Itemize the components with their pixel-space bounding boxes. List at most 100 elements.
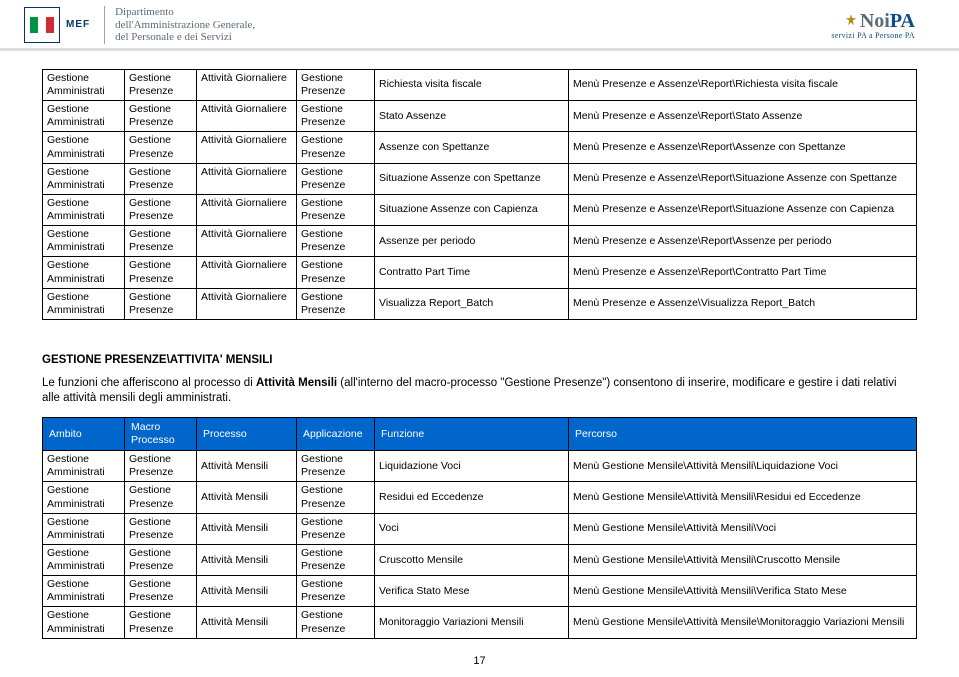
table-cell: Attività Giornaliere xyxy=(197,69,297,100)
table-cell: Attività Mensili xyxy=(197,451,297,482)
table-cell: Gestione Presenze xyxy=(125,513,197,544)
table-cell: Gestione Presenze xyxy=(297,132,375,163)
th-percorso: Percorso xyxy=(569,417,917,450)
table-cell: Gestione Presenze xyxy=(297,544,375,575)
table-row: Gestione Amministrati Gestione PresenzeAt… xyxy=(43,132,917,163)
department-text: Dipartimento dell'Amministrazione Genera… xyxy=(104,6,255,44)
table-cell: Liquidazione Voci xyxy=(375,451,569,482)
table-cell: Menù Presenze e Assenze\Report\Stato Ass… xyxy=(569,101,917,132)
table-row: Gestione AmministratiGestione PresenzeAt… xyxy=(43,451,917,482)
table-row: Gestione AmministratiGestione PresenzeAt… xyxy=(43,101,917,132)
table-cell: Menù Presenze e Assenze\Report\Assenze p… xyxy=(569,226,917,257)
table-cell: Assenze per periodo xyxy=(375,226,569,257)
table-cell: Attività Giornaliere xyxy=(197,101,297,132)
table-cell: Gestione Presenze xyxy=(125,226,197,257)
table-cell: Gestione Presenze xyxy=(125,194,197,225)
table-cell: Gestione Amministrati xyxy=(43,69,125,100)
table-cell: Voci xyxy=(375,513,569,544)
table-cell: Attività Giornaliere xyxy=(197,226,297,257)
section-title: GESTIONE PRESENZE\ATTIVITA' MENSILI xyxy=(42,354,917,366)
noipa-star-icon xyxy=(844,10,858,24)
table-cell: Monitoraggio Variazioni Mensili xyxy=(375,607,569,638)
table-cell: Contratto Part Time xyxy=(375,257,569,288)
table-cell: Menù Gestione Mensile\Attività Mensili\V… xyxy=(569,513,917,544)
table-cell: Menù Presenze e Assenze\Visualizza Repor… xyxy=(569,288,917,319)
table-cell: Verifica Stato Mese xyxy=(375,576,569,607)
table-cell: Menù Gestione Mensile\Attività Mensile\M… xyxy=(569,607,917,638)
table-cell: Residui ed Eccedenze xyxy=(375,482,569,513)
table-cell: Attività Giornaliere xyxy=(197,288,297,319)
noipa-subtitle: servizi PA a Persone PA xyxy=(831,31,915,40)
table-cell: Assenze con Spettanze xyxy=(375,132,569,163)
table-cell: Gestione Amministrati xyxy=(43,101,125,132)
table-cell: Situazione Assenze con Spettanze xyxy=(375,163,569,194)
table-cell: Menù Presenze e Assenze\Report\Assenze c… xyxy=(569,132,917,163)
desc-bold: Attività Mensili xyxy=(256,377,337,389)
table-cell: Gestione Presenze xyxy=(125,544,197,575)
table-cell: Gestione Amministrati xyxy=(43,607,125,638)
table-cell: Gestione Amministrati xyxy=(43,194,125,225)
table-row: Gestione AmministratiGestione PresenzeAt… xyxy=(43,576,917,607)
table-cell: Attività Mensili xyxy=(197,576,297,607)
table-cell: Menù Gestione Mensile\Attività Mensili\V… xyxy=(569,576,917,607)
page-header: MEF Dipartimento dell'Amministrazione Ge… xyxy=(0,0,959,51)
table-cell: Gestione Presenze xyxy=(297,69,375,100)
table-cell: Menù Presenze e Assenze\Report\Richiesta… xyxy=(569,69,917,100)
table-cell: Gestione Presenze xyxy=(297,101,375,132)
table-cell: Situazione Assenze con Capienza xyxy=(375,194,569,225)
table-cell: Stato Assenze xyxy=(375,101,569,132)
noipa-title: NoiPA xyxy=(831,10,915,33)
table-cell: Gestione Amministrati xyxy=(43,544,125,575)
table-cell: Gestione Presenze xyxy=(125,576,197,607)
table-cell: Attività Mensili xyxy=(197,513,297,544)
table-header-row: Ambito Macro Processo Processo Applicazi… xyxy=(43,417,917,450)
th-processo: Processo xyxy=(197,417,297,450)
table-cell: Gestione Presenze xyxy=(297,576,375,607)
table-cell: Gestione Amministrati xyxy=(43,132,125,163)
page-number: 17 xyxy=(42,655,917,677)
table-cell: Gestione Amministrati xyxy=(43,451,125,482)
table-cell: Gestione Presenze xyxy=(297,288,375,319)
th-macro: Macro Processo xyxy=(125,417,197,450)
noipa-logo: NoiPA servizi PA a Persone PA xyxy=(831,10,935,40)
table-cell: Gestione Presenze xyxy=(297,257,375,288)
table-row: Gestione AmministratiGestione PresenzeAt… xyxy=(43,288,917,319)
table-row: Gestione Amministrati Gestione PresenzeAt… xyxy=(43,257,917,288)
table-cell: Gestione Presenze xyxy=(125,101,197,132)
table-row: Gestione AmministratiGestione PresenzeAt… xyxy=(43,194,917,225)
table-cell: Gestione Presenze xyxy=(125,451,197,482)
table-cell: Menù Gestione Mensile\Attività Mensili\R… xyxy=(569,482,917,513)
mef-logo: MEF xyxy=(24,7,90,43)
table-cell: Menù Gestione Mensile\Attività Mensili\C… xyxy=(569,544,917,575)
table-cell: Visualizza Report_Batch xyxy=(375,288,569,319)
table-cell: Gestione Amministrati xyxy=(43,288,125,319)
table-row: Gestione Amministrati Gestione PresenzeAt… xyxy=(43,69,917,100)
table-cell: Attività Giornaliere xyxy=(197,132,297,163)
table-row: Gestione AmministratiGestione PresenzeAt… xyxy=(43,226,917,257)
mef-flag-icon xyxy=(24,7,60,43)
table-cell: Attività Mensili xyxy=(197,607,297,638)
table-cell: Gestione Presenze xyxy=(297,226,375,257)
table-cell: Gestione Presenze xyxy=(125,288,197,319)
table-cell: Menù Presenze e Assenze\Report\Situazion… xyxy=(569,194,917,225)
table-row: Gestione AmministratiGestione PresenzeAt… xyxy=(43,544,917,575)
table-cell: Attività Mensili xyxy=(197,544,297,575)
table-cell: Attività Giornaliere xyxy=(197,257,297,288)
table-cell: Gestione Amministrati xyxy=(43,257,125,288)
table-cell: Menù Presenze e Assenze\Report\Contratto… xyxy=(569,257,917,288)
noipa-prefix: Noi xyxy=(860,10,890,32)
th-funzione: Funzione xyxy=(375,417,569,450)
table-cell: Gestione Amministrati xyxy=(43,576,125,607)
th-ambito: Ambito xyxy=(43,417,125,450)
table-cell: Gestione Presenze xyxy=(297,163,375,194)
dept-line3: del Personale e dei Servizi xyxy=(115,31,255,44)
table-cell: Gestione Presenze xyxy=(125,163,197,194)
table-cell: Gestione Presenze xyxy=(297,194,375,225)
dept-line1: Dipartimento xyxy=(115,6,255,19)
table-cell: Menù Gestione Mensile\Attività Mensili\L… xyxy=(569,451,917,482)
th-applicazione: Applicazione xyxy=(297,417,375,450)
table-row: Gestione AmministratiGestione PresenzeAt… xyxy=(43,482,917,513)
table-cell: Gestione Amministrati xyxy=(43,163,125,194)
page-content: Gestione AmministratiGestione PresenzeAt… xyxy=(0,51,959,677)
table-attivita-mensili: Ambito Macro Processo Processo Applicazi… xyxy=(42,417,917,639)
